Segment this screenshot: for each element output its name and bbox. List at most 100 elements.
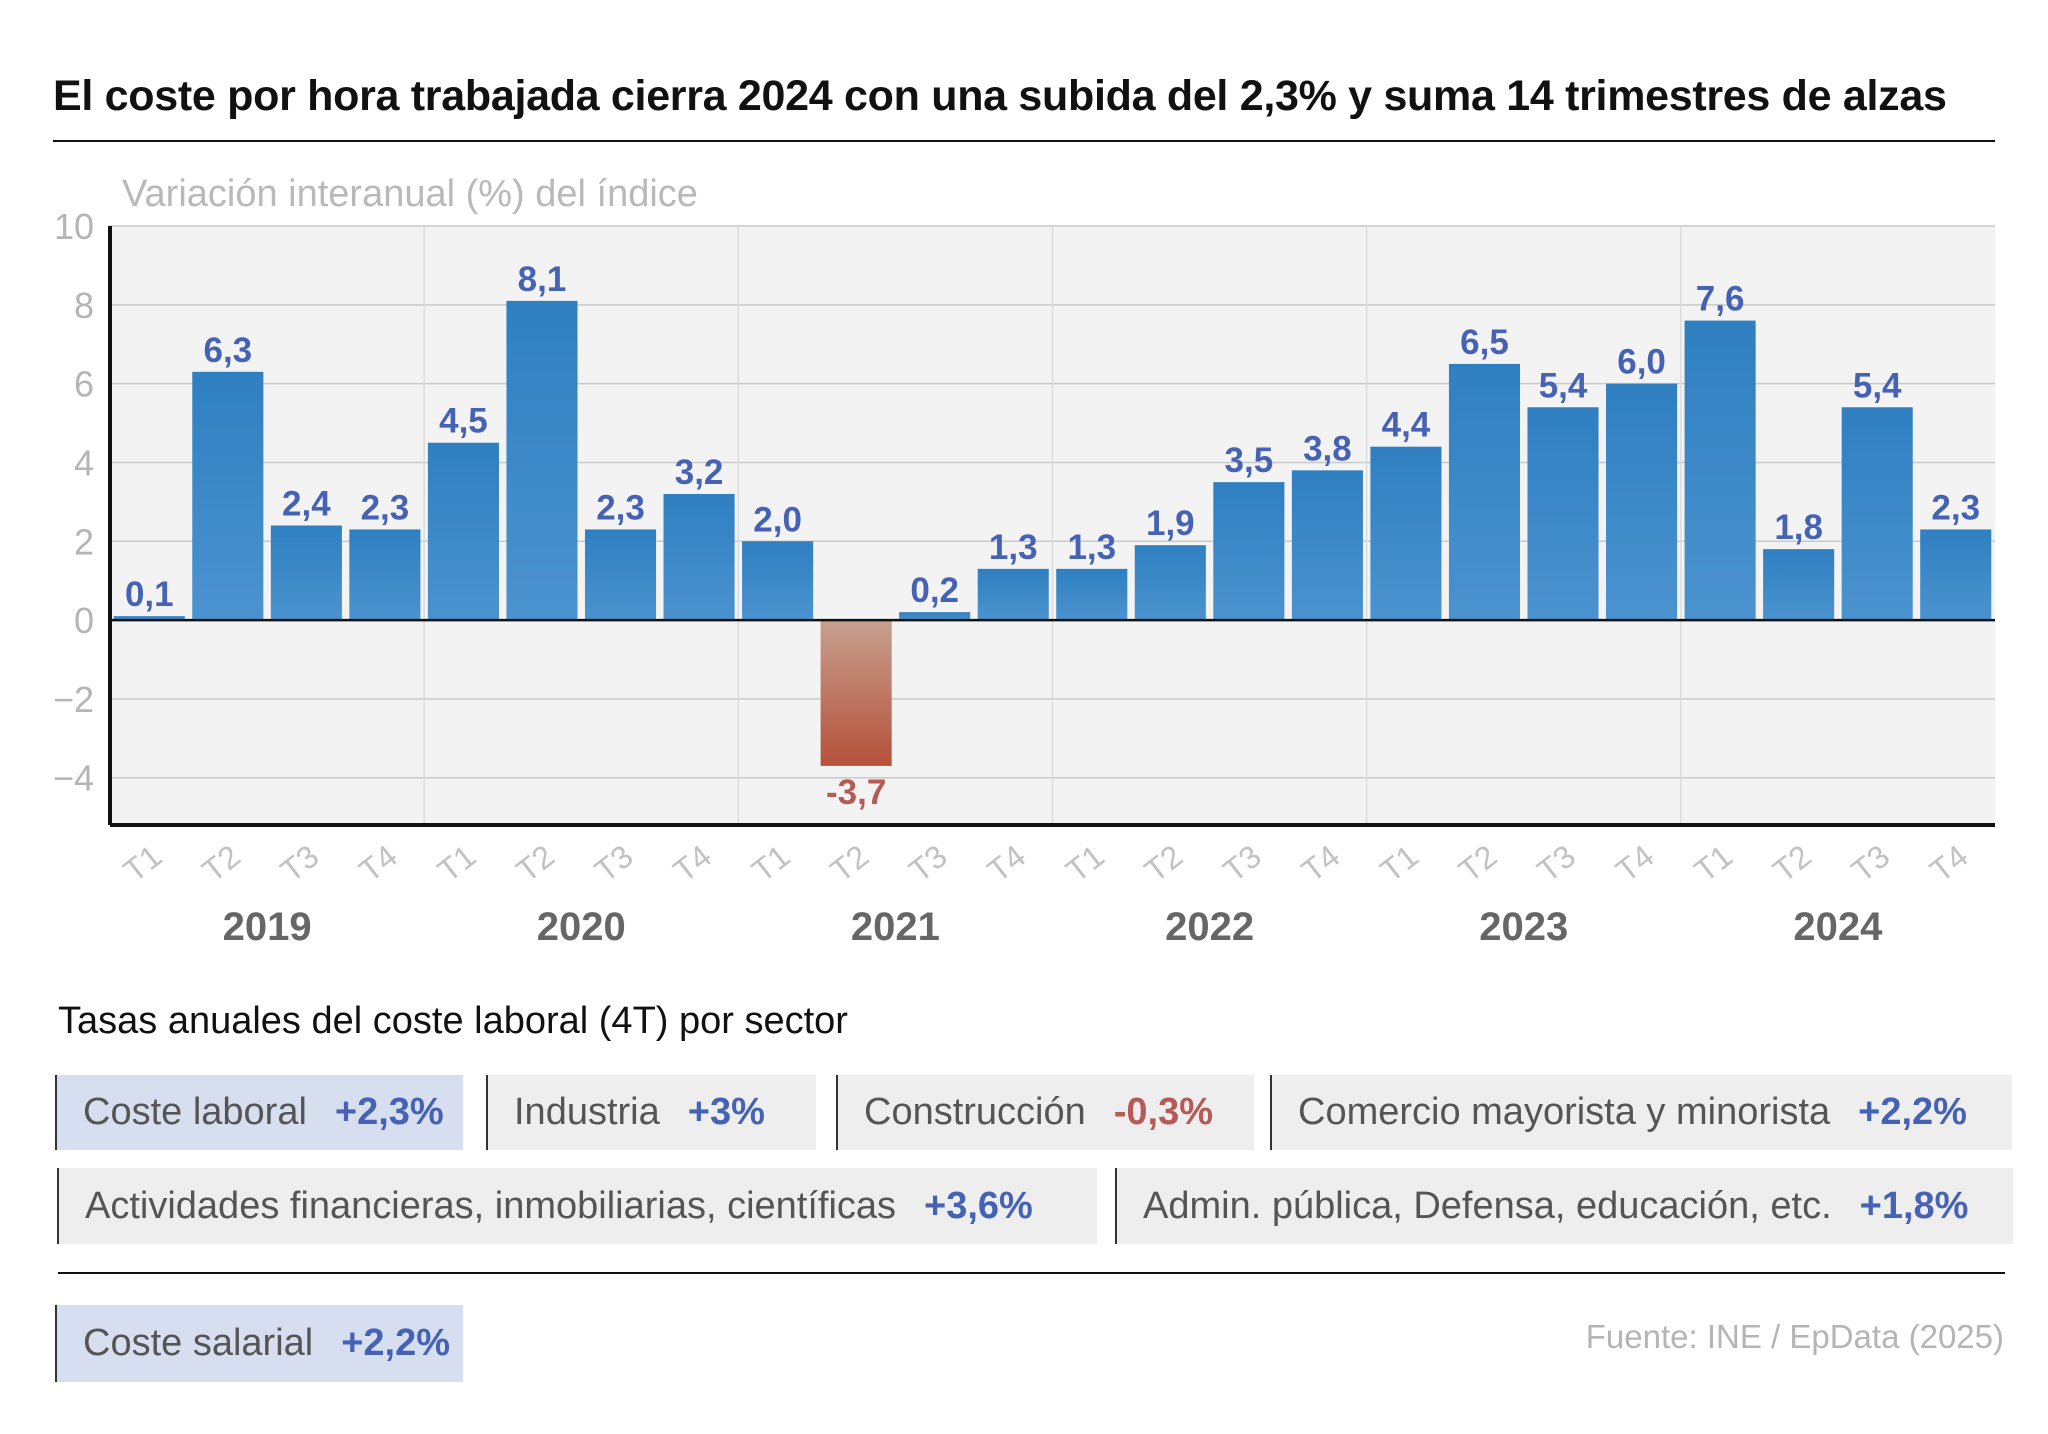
bar-value-label: 2,3 [1931,488,1980,527]
x-tick-label: T1 [1688,838,1740,889]
sector-pill-construccion: Construcción -0,3% [836,1075,1254,1150]
bar [820,620,892,766]
y-tick-label: 4 [74,442,94,483]
x-tick-label: T1 [117,838,169,889]
sector-label: Comercio mayorista y minorista [1298,1091,1831,1133]
bar-value-label: 1,8 [1774,508,1823,547]
bar-value-label: 2,0 [753,500,802,539]
bar [113,616,185,621]
x-tick-label: T4 [1609,838,1661,889]
year-label: 2023 [1479,905,1568,949]
bar [1448,363,1521,621]
salary-cost-pill: Coste salarial +2,2% [55,1305,463,1382]
sector-pill-admin-publica: Admin. pública, Defensa, educación, etc.… [1115,1168,2013,1244]
bar [1527,407,1599,621]
bar [270,525,342,621]
sector-value: +2,2% [341,1322,451,1364]
x-tick-label: T3 [1530,838,1582,889]
bar [742,541,814,621]
x-tick-label: T1 [431,838,483,889]
bar-value-label: 5,4 [1853,366,1902,405]
year-label: 2020 [537,905,626,949]
bar-value-label: 3,8 [1303,429,1352,468]
bar [192,371,264,621]
bar-value-label: 2,3 [361,488,410,527]
bar-chart: Variación interanual (%) del índice 10 8 6 4… [53,173,1995,949]
sector-value: +3% [687,1091,765,1133]
bar-value-label: -3,7 [826,773,886,812]
bar-value-label: 3,5 [1225,441,1274,480]
sector-label: Coste laboral [83,1091,307,1133]
sector-label: Actividades financieras, inmobiliarias, … [85,1184,897,1227]
bar [427,442,499,621]
x-tick-label: T4 [1295,838,1347,889]
sector-pill-comercio: Comercio mayorista y minorista +2,2% [1270,1075,2012,1150]
chart-subtitle: Variación interanual (%) del índice [122,173,698,215]
x-tick-label: T4 [352,838,404,889]
page-title: El coste por hora trabajada cierra 2024 … [53,72,1947,120]
bar-value-label: 2,4 [282,485,331,524]
bar [584,529,657,621]
sector-label: Industria [514,1091,660,1133]
bar-value-label: 8,1 [518,260,567,299]
x-tick-label: T4 [1923,838,1975,889]
bar-value-label: 6,0 [1617,343,1666,382]
x-tick-label: T3 [588,838,640,889]
bar [1841,407,1913,621]
sector-label: Coste salarial [83,1322,314,1364]
x-tick-label: T3 [274,838,326,889]
sector-pill-actividades-financieras: Actividades financieras, inmobiliarias, … [57,1168,1097,1244]
source-note: Fuente: INE / EpData (2025) [1585,1318,2004,1355]
bar-value-label: 0,2 [910,571,959,610]
y-tick-label: 8 [74,285,94,326]
bar [506,300,578,621]
sector-label: Admin. pública, Defensa, educación, etc. [1143,1184,1832,1227]
sector-value: +2,2% [1858,1091,1967,1133]
year-label: 2022 [1165,905,1254,949]
bar-value-label: 1,9 [1146,504,1195,543]
x-tick-label: T3 [902,838,954,889]
x-tick-label: T2 [1766,838,1818,889]
sector-label: Construcción [864,1091,1086,1133]
section-divider [58,1272,2005,1274]
x-tick-label: T1 [745,838,797,889]
bar [1370,446,1442,621]
bar [1291,470,1363,621]
year-label: 2019 [223,905,312,949]
sector-value: +1,8% [1859,1184,1969,1227]
bar-value-label: 4,4 [1382,406,1431,445]
x-tick-label: T2 [1452,838,1504,889]
sector-value: +2,3% [334,1091,444,1133]
sectors-title: Tasas anuales del coste laboral (4T) por… [58,1000,848,1042]
bar [1920,529,1992,621]
y-tick-label: 0 [74,600,94,641]
bar-value-label: 3,2 [675,453,724,492]
bar-value-label: 7,6 [1696,280,1745,319]
bar-value-label: 1,3 [989,528,1038,567]
sector-pill-industria: Industria +3% [486,1075,816,1150]
bar-value-label: 0,1 [125,575,174,614]
x-tick-label: T4 [981,838,1033,889]
x-tick-label: T4 [666,838,718,889]
title-divider [53,140,1995,142]
x-tick-label: T2 [509,838,561,889]
bar [1763,549,1835,621]
y-tick-label: 2 [74,521,94,562]
year-label: 2021 [851,905,940,949]
bar [663,493,735,621]
x-tick-label: T3 [1216,838,1268,889]
bar-value-label: 4,5 [439,402,488,441]
y-tick-label: 6 [74,364,94,405]
x-tick-label: T1 [1059,838,1111,889]
x-tick-label: T2 [195,838,247,889]
bar-value-label: 6,5 [1460,323,1509,362]
x-tick-label: T3 [1845,838,1897,889]
sector-value: +3,6% [924,1184,1033,1227]
y-tick-label: −2 [53,679,94,720]
y-tick-label: −4 [53,758,94,799]
x-tick-label: T2 [824,838,876,889]
sector-pill-coste-laboral: Coste laboral +2,3% [55,1075,463,1150]
bar-value-label: 2,3 [596,488,645,527]
bar [1684,320,1756,621]
year-label: 2024 [1793,905,1883,949]
